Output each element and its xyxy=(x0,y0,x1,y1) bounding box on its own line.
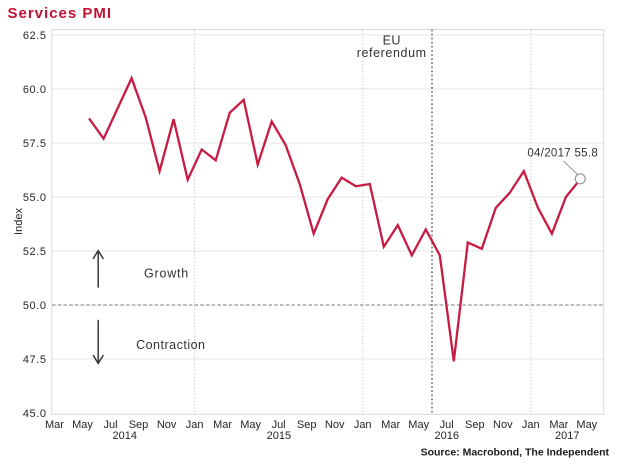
svg-text:Jul: Jul xyxy=(103,419,117,431)
svg-text:45.0: 45.0 xyxy=(23,408,47,420)
svg-text:57.5: 57.5 xyxy=(23,138,47,150)
svg-text:referendum: referendum xyxy=(357,46,427,60)
svg-text:Sep: Sep xyxy=(465,419,485,431)
svg-text:May: May xyxy=(72,419,93,431)
svg-text:Jul: Jul xyxy=(440,419,454,431)
svg-text:60.0: 60.0 xyxy=(23,84,47,96)
svg-text:04/2017 55.8: 04/2017 55.8 xyxy=(527,148,598,160)
svg-text:2016: 2016 xyxy=(435,430,459,442)
svg-text:52.5: 52.5 xyxy=(23,246,47,258)
svg-text:2014: 2014 xyxy=(113,430,137,442)
svg-text:Sep: Sep xyxy=(297,419,317,431)
svg-text:Jan: Jan xyxy=(186,419,204,431)
svg-text:Jan: Jan xyxy=(354,419,372,431)
svg-text:Jan: Jan xyxy=(522,419,540,431)
svg-text:Growth: Growth xyxy=(144,267,189,281)
svg-text:Sep: Sep xyxy=(129,419,149,431)
svg-text:Contraction: Contraction xyxy=(136,338,205,352)
svg-text:EU: EU xyxy=(383,34,401,48)
svg-text:May: May xyxy=(240,419,261,431)
svg-text:Services PMI: Services PMI xyxy=(8,5,113,22)
svg-text:Mar: Mar xyxy=(381,419,400,431)
svg-text:Mar: Mar xyxy=(213,419,232,431)
svg-text:Jul: Jul xyxy=(272,419,286,431)
svg-text:May: May xyxy=(576,419,597,431)
svg-text:Nov: Nov xyxy=(493,419,513,431)
svg-text:Source: Macrobond, The Indepen: Source: Macrobond, The Independent xyxy=(421,446,610,458)
svg-text:47.5: 47.5 xyxy=(23,354,47,366)
svg-text:50.0: 50.0 xyxy=(23,300,47,312)
svg-text:2015: 2015 xyxy=(267,430,291,442)
svg-text:Nov: Nov xyxy=(325,419,345,431)
svg-text:62.5: 62.5 xyxy=(23,30,47,42)
svg-text:55.0: 55.0 xyxy=(23,192,47,204)
svg-text:May: May xyxy=(408,419,429,431)
svg-text:Index: Index xyxy=(13,208,25,235)
svg-text:Mar: Mar xyxy=(549,419,568,431)
svg-text:2017: 2017 xyxy=(555,430,579,442)
svg-text:Mar: Mar xyxy=(45,419,64,431)
svg-text:Nov: Nov xyxy=(157,419,177,431)
